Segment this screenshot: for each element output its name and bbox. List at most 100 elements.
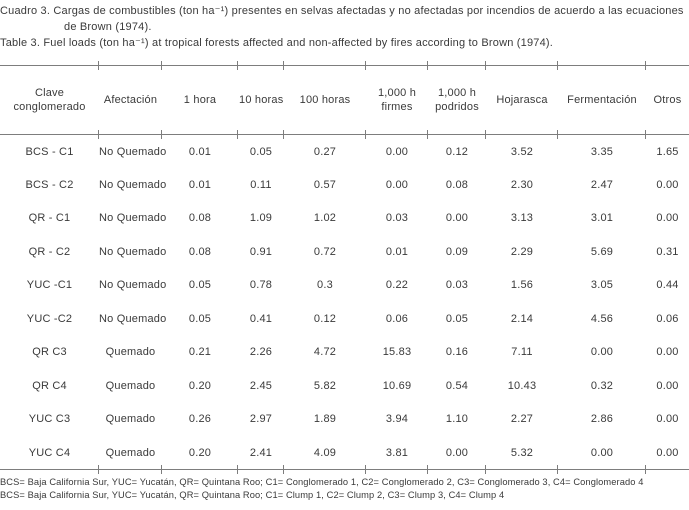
value-cell: 0.00 — [656, 212, 679, 225]
value-cell: 3.35 — [590, 145, 614, 158]
value-cell: 0.54 — [445, 379, 469, 392]
value-cell: Quemado — [98, 436, 162, 474]
value-cell: 0.00 — [427, 436, 486, 474]
table-row: BCS - C1 No Quemado 0.01 0.05 0.27 0.00 0.12 3.… — [0, 135, 689, 169]
value-cell: 0.32 — [590, 379, 614, 392]
caption-es-line1: Cuadro 3. Cargas de combustibles (ton ha… — [0, 5, 684, 17]
value-cell: 0.00 — [385, 178, 409, 191]
column-header-9: Fermentación — [557, 60, 646, 139]
table-row: YUC -C2 No Quemado 0.05 0.41 0.12 0.06 0.05 2.1… — [0, 302, 689, 336]
row-label-cell: QR C4 — [32, 379, 67, 392]
value-cell: 0.08 — [188, 245, 212, 258]
value-cell: 0.01 — [188, 145, 212, 158]
value-cell: 0.05 — [249, 145, 273, 158]
row-label-cell: QR - C2 — [28, 245, 71, 258]
value-cell: 4.09 — [283, 436, 366, 474]
value-cell: 1.02 — [313, 212, 337, 225]
value-cell: 2.86 — [590, 413, 614, 426]
value-cell: 0.01 — [188, 178, 212, 191]
column-header-6: 1,000 h firmes — [365, 60, 428, 139]
value-cell: 7.11 — [511, 346, 533, 359]
value-cell: 0.12 — [445, 145, 469, 158]
value-cell: 0.91 — [249, 245, 273, 258]
column-header-7: 1,000 h podridos — [427, 60, 486, 139]
value-cell: No Quemado — [99, 145, 167, 158]
table-header: Clave conglomerado Afectación 1 hora 10 hor… — [0, 60, 689, 139]
value-cell: 1.10 — [445, 413, 469, 426]
table-footnotes: BCS= Baja California Sur, YUC= Yucatán, … — [0, 476, 689, 501]
value-cell: 0.16 — [445, 346, 469, 359]
table-row: QR - C1 No Quemado 0.08 1.09 1.02 0.03 0.00 3.1… — [0, 202, 689, 236]
table-caption: Cuadro 3. Cargas de combustibles (ton ha… — [0, 3, 689, 51]
value-cell: 0.21 — [188, 346, 212, 359]
footnote-en: BCS= Baja California Sur, YUC= Yucatán, … — [0, 489, 505, 500]
value-cell: 0.03 — [385, 212, 409, 225]
value-cell: 0.08 — [188, 212, 212, 225]
value-cell: 0.20 — [188, 379, 212, 392]
value-cell: 0.00 — [590, 346, 614, 359]
table-row: YUC C4 Quemado 0.20 2.41 4.09 3.81 0.00 5.32 0.0… — [0, 436, 689, 474]
value-cell: 3.13 — [510, 212, 534, 225]
value-cell: 5.69 — [590, 245, 614, 258]
value-cell: 0.20 — [161, 436, 238, 474]
value-cell: 0.05 — [188, 312, 212, 325]
column-header-2: Afectación — [98, 60, 162, 139]
value-cell: 0.03 — [445, 279, 469, 292]
row-label-cell: QR C3 — [32, 346, 67, 359]
row-label-cell: YUC C4 — [28, 446, 71, 459]
value-cell: 2.29 — [510, 245, 534, 258]
value-cell: 4.72 — [313, 346, 337, 359]
table-row: YUC C3 Quemado 0.26 2.97 1.89 3.94 1.10 2.27 2.8… — [0, 403, 689, 437]
value-cell: Quemado — [105, 346, 156, 359]
column-header-5: 100 horas — [283, 60, 366, 139]
value-cell: 2.47 — [590, 178, 614, 191]
fuel-loads-table: Clave conglomerado Afectación 1 hora 10 hor… — [0, 60, 689, 474]
value-cell: 0.00 — [656, 346, 679, 359]
value-cell: 15.83 — [382, 346, 412, 359]
value-cell: 2.45 — [249, 379, 273, 392]
value-cell: 2.41 — [237, 436, 284, 474]
value-cell: 0.09 — [445, 245, 469, 258]
value-cell: Quemado — [105, 413, 156, 426]
value-cell: 0.00 — [645, 436, 689, 474]
value-cell: 2.27 — [510, 413, 534, 426]
value-cell: 2.14 — [510, 312, 534, 325]
table-row: QR C4 Quemado 0.20 2.45 5.82 10.69 0.54 10.43 0.… — [0, 369, 689, 403]
row-label-cell: YUC -C1 — [26, 279, 73, 292]
value-cell: 3.01 — [590, 212, 614, 225]
value-cell: No Quemado — [99, 279, 167, 292]
value-cell: 0.06 — [385, 312, 409, 325]
row-label-cell: YUC -C2 — [26, 312, 73, 325]
value-cell: 0.11 — [250, 178, 272, 191]
table-row: QR - C2 No Quemado 0.08 0.91 0.72 0.01 0.09 2.2… — [0, 235, 689, 269]
value-cell: 0.00 — [656, 178, 679, 191]
value-cell: 0.01 — [385, 245, 409, 258]
value-cell: 3.94 — [385, 413, 409, 426]
footnote-es: BCS= Baja California Sur, YUC= Yucatán, … — [0, 477, 644, 487]
value-cell: 0.00 — [557, 436, 646, 474]
value-cell: 5.82 — [313, 379, 337, 392]
row-label-cell: YUC C3 — [28, 413, 71, 426]
row-label-cell: BCS - C1 — [25, 145, 74, 158]
value-cell: 1.89 — [313, 413, 337, 426]
column-header-4: 10 horas — [237, 60, 284, 139]
value-cell: 1.56 — [510, 279, 534, 292]
value-cell: 0.44 — [656, 279, 679, 292]
value-cell: No Quemado — [99, 312, 167, 325]
value-cell: 0.05 — [445, 312, 469, 325]
value-cell: 0.00 — [656, 379, 679, 392]
table-row: BCS - C2 No Quemado 0.01 0.11 0.57 0.00 0.08 2.… — [0, 168, 689, 202]
value-cell: 0.3 — [317, 279, 333, 292]
value-cell: 2.97 — [249, 413, 273, 426]
value-cell: 0.31 — [656, 245, 679, 258]
value-cell: 10.43 — [507, 379, 537, 392]
table-body: BCS - C1 No Quemado 0.01 0.05 0.27 0.00 0.12 3.… — [0, 135, 689, 474]
value-cell: 1.65 — [656, 145, 679, 158]
caption-en: Table 3. Fuel loads (ton ha⁻¹) at tropic… — [0, 37, 554, 49]
value-cell: 0.12 — [313, 312, 337, 325]
table-row: YUC -C1 No Quemado 0.05 0.78 0.3 0.22 0.03 1.56… — [0, 269, 689, 303]
value-cell: 0.57 — [313, 178, 337, 191]
value-cell: 0.08 — [445, 178, 469, 191]
value-cell: 1.09 — [249, 212, 273, 225]
